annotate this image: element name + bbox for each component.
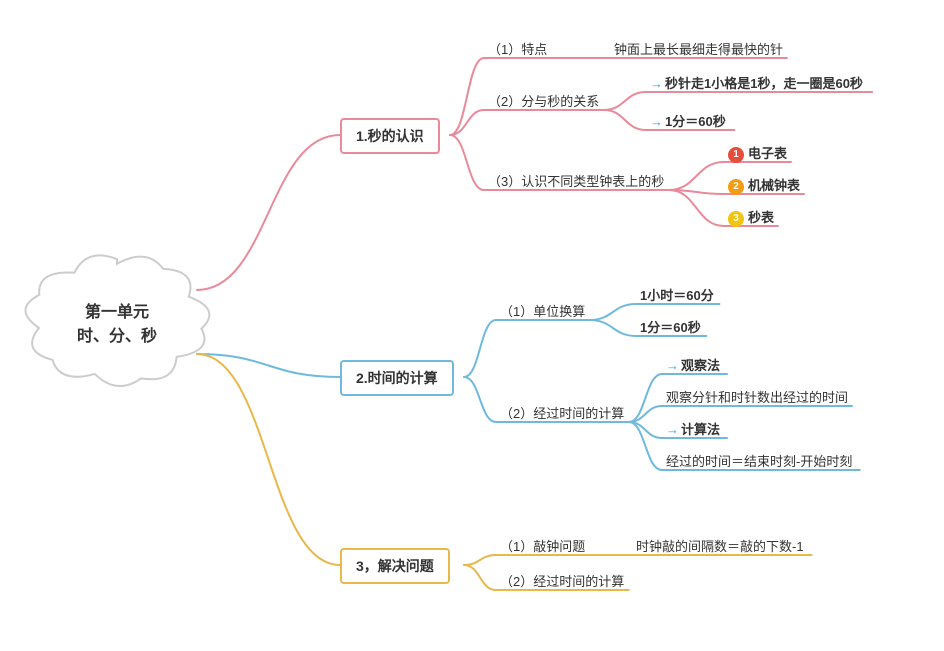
branch-box: 3，解决问题 bbox=[340, 548, 450, 584]
leaf-label: 钟面上最长最细走得最快的针 bbox=[614, 39, 783, 58]
badge-icon: 3 bbox=[728, 211, 744, 227]
leaf-label: 经过的时间＝结束时刻-开始时刻 bbox=[666, 451, 852, 470]
leaf-label: 3秒表 bbox=[728, 207, 774, 227]
arrow-icon: → bbox=[650, 76, 663, 91]
branch-box: 1.秒的认识 bbox=[340, 118, 440, 154]
sub-label: （1）特点 bbox=[488, 39, 547, 58]
sub-label: （1）单位换算 bbox=[500, 301, 585, 320]
arrow-icon: → bbox=[650, 114, 663, 129]
leaf-label: 时钟敲的间隔数＝敲的下数-1 bbox=[636, 536, 804, 555]
branch-box: 2.时间的计算 bbox=[340, 360, 454, 396]
leaf-label: →观察法 bbox=[666, 355, 720, 374]
arrow-icon: → bbox=[666, 358, 679, 373]
leaf-label: 1分＝60秒 bbox=[640, 317, 701, 336]
arrow-icon: → bbox=[666, 422, 679, 437]
leaf-label: 1电子表 bbox=[728, 143, 787, 163]
badge-icon: 2 bbox=[728, 179, 744, 195]
sub-label: （2）经过时间的计算 bbox=[500, 571, 624, 590]
leaf-label: 1小时＝60分 bbox=[640, 285, 714, 304]
sub-label: （3）认识不同类型钟表上的秒 bbox=[488, 171, 664, 190]
leaf-label: →计算法 bbox=[666, 419, 720, 438]
leaf-label: →1分＝60秒 bbox=[650, 111, 726, 130]
leaf-label: 观察分针和时针数出经过的时间 bbox=[666, 387, 848, 406]
leaf-label: 2机械钟表 bbox=[728, 175, 800, 195]
root-label: 第一单元时、分、秒 bbox=[62, 298, 172, 346]
sub-label: （2）分与秒的关系 bbox=[488, 91, 599, 110]
sub-label: （2）经过时间的计算 bbox=[500, 403, 624, 422]
badge-icon: 1 bbox=[728, 147, 744, 163]
leaf-label: →秒针走1小格是1秒，走一圈是60秒 bbox=[650, 73, 863, 92]
sub-label: （1）敲钟问题 bbox=[500, 536, 585, 555]
